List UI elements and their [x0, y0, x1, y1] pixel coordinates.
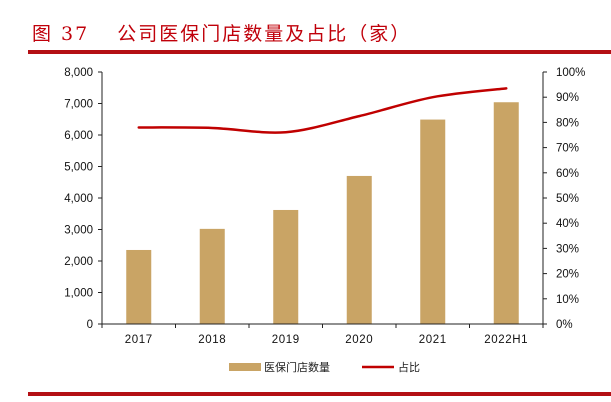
line-series [137, 87, 508, 134]
x-axis-tick-label: 2020 [345, 334, 373, 346]
figure-title-text: 公司医保门店数量及占比（家） [117, 23, 412, 45]
bar [199, 228, 225, 324]
right-axis-tick-label: 10% [556, 294, 579, 306]
x-axis-tick-label: 2021 [419, 334, 447, 346]
left-axis-tick-label: 2,000 [64, 256, 93, 268]
figure-label: 图 37 [32, 23, 90, 45]
x-axis-tick-label: 2017 [125, 334, 153, 346]
ratio-line [137, 87, 508, 134]
legend-bar-swatch [229, 363, 261, 371]
x-axis-tick-label: 2022H1 [484, 334, 528, 346]
left-axis-tick-label: 7,000 [64, 99, 93, 111]
legend-line-label: 占比 [398, 360, 420, 374]
left-axis-tick-label: 6,000 [64, 130, 93, 142]
left-axis: 0 1,000 2,000 3,000 4,000 5,000 6,000 7,000 8,00… [64, 67, 103, 331]
bar-series [126, 102, 519, 325]
title-rule [28, 50, 611, 54]
bar [126, 249, 152, 324]
x-axis: 2017 2018 2019 2020 2021 2022H1 [101, 323, 544, 346]
right-axis-tick-label: 80% [556, 117, 579, 129]
left-axis-tick-label: 1,000 [64, 288, 93, 300]
right-axis: 0% 10% 20% 30% 40% 50% 60% 70% 80% 90% 100% [542, 67, 585, 331]
right-axis-tick-label: 20% [556, 269, 579, 281]
right-axis-tick-label: 100% [556, 67, 585, 79]
bar [346, 175, 372, 324]
left-axis-tick-label: 3,000 [64, 225, 93, 237]
right-axis-tick-label: 50% [556, 193, 579, 205]
x-axis-tick-label: 2019 [272, 334, 300, 346]
right-axis-tick-label: 40% [556, 218, 579, 230]
right-axis-tick-label: 70% [556, 143, 579, 155]
left-axis-tick-label: 8,000 [64, 67, 93, 79]
right-axis-tick-label: 30% [556, 243, 579, 255]
x-axis-tick-label: 2018 [198, 334, 226, 346]
bar [493, 102, 519, 325]
right-axis-tick-label: 0% [556, 319, 573, 331]
bottom-rule [28, 392, 611, 396]
legend-bar-label: 医保门店数量 [264, 360, 330, 374]
right-axis-tick-label: 90% [556, 92, 579, 104]
figure-title: 图 37 公司医保门店数量及占比（家） [32, 19, 411, 46]
left-axis-tick-label: 5,000 [64, 162, 93, 174]
left-axis-tick-label: 4,000 [64, 193, 93, 205]
right-axis-tick-label: 60% [556, 168, 579, 180]
bar [420, 119, 446, 324]
left-axis-tick-label: 0 [87, 319, 93, 331]
legend: 医保门店数量 占比 [229, 360, 420, 374]
bar [273, 209, 299, 324]
